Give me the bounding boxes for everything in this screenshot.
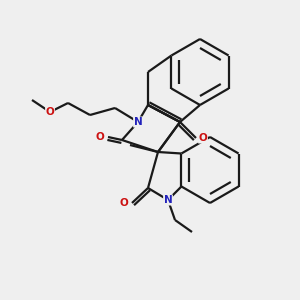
Text: N: N bbox=[164, 195, 172, 205]
Text: O: O bbox=[96, 132, 104, 142]
Text: O: O bbox=[199, 133, 207, 143]
Text: O: O bbox=[46, 107, 54, 117]
Text: O: O bbox=[120, 198, 128, 208]
Text: N: N bbox=[134, 117, 142, 127]
